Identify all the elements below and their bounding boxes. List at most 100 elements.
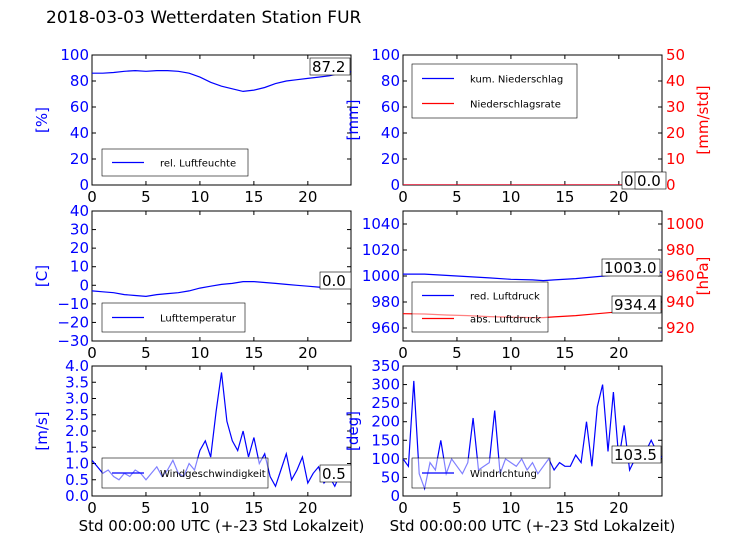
y-tick-label: 3.5 bbox=[65, 373, 89, 391]
value-annotation: 0.5 bbox=[322, 465, 346, 483]
y-axis-label: [C] bbox=[33, 265, 51, 287]
series-line-rel-luftfeuchte bbox=[92, 69, 351, 93]
y-axis-label: [%] bbox=[33, 107, 51, 133]
value-annotation: 87.2 bbox=[312, 58, 345, 76]
legend-frame bbox=[101, 457, 269, 489]
x-tick-label: 20 bbox=[298, 499, 317, 517]
x-tick-label: 15 bbox=[244, 188, 263, 206]
panel-humidity: 0 5 10 15 20 0 20 40 60 80 100 [%] 87.2 rel. Luftfeuc… bbox=[33, 46, 352, 206]
legend-label: red. Luftdruck bbox=[470, 292, 540, 303]
value-annotation: 934.4 bbox=[614, 296, 657, 314]
y-tick-label: 4.0 bbox=[65, 357, 89, 375]
y-axis-label-right: [hPa] bbox=[694, 257, 712, 296]
value-annotation-box bbox=[611, 445, 662, 464]
y-tick-label: 0 bbox=[79, 176, 89, 194]
y-tick-label: 300 bbox=[371, 376, 400, 394]
legend: red. Luftdruck abs. Luftdruck bbox=[411, 281, 549, 333]
value-annotation: 0.0 bbox=[322, 272, 346, 290]
value-annotation-box bbox=[309, 57, 351, 76]
y-tick-label: 980 bbox=[371, 293, 400, 311]
x-axis-label: Std 00:00:00 UTC (+-23 Std Lokalzeit) bbox=[79, 517, 365, 535]
legend-label: kum. Niederschlag bbox=[470, 75, 563, 86]
x-tick-label: 10 bbox=[190, 344, 209, 362]
legend-label: Lufttemperatur bbox=[160, 314, 237, 325]
x-tick-label: 15 bbox=[555, 344, 574, 362]
y-tick-label-right: 940 bbox=[666, 293, 695, 311]
x-tick-label: 15 bbox=[555, 499, 574, 517]
legend-frame bbox=[411, 63, 578, 119]
y-tick-label-right: 50 bbox=[666, 46, 685, 64]
y-tick-label: 0 bbox=[390, 487, 400, 505]
y-tick-label: 30 bbox=[70, 221, 89, 239]
y-tick-label-right: 980 bbox=[666, 241, 695, 259]
y-tick-label: 50 bbox=[381, 468, 400, 486]
legend-label: abs. Luftdruck bbox=[470, 315, 541, 326]
x-tick-label: 5 bbox=[452, 188, 462, 206]
y-tick-label: 1020 bbox=[362, 241, 400, 259]
x-tick-label: 0 bbox=[398, 188, 408, 206]
x-tick-label: 5 bbox=[452, 499, 462, 517]
axes-frame bbox=[402, 365, 663, 497]
y-tick-label: 350 bbox=[371, 357, 400, 375]
x-tick-label: 15 bbox=[244, 499, 263, 517]
y-tick-label-right: 10 bbox=[666, 150, 685, 168]
y-tick-label: 80 bbox=[381, 72, 400, 90]
y-tick-label: 0.0 bbox=[65, 487, 89, 505]
y-tick-label: 40 bbox=[70, 124, 89, 142]
y-axis-label: [m/s] bbox=[33, 411, 51, 450]
x-tick-label: 0 bbox=[87, 499, 97, 517]
y-tick-label: 20 bbox=[381, 150, 400, 168]
legend: rel. Luftfeuchte bbox=[101, 148, 249, 177]
legend: kum. Niederschlag Niederschlagsrate bbox=[411, 63, 578, 119]
x-tick-label: 10 bbox=[190, 188, 209, 206]
legend-label: Niederschlagsrate bbox=[470, 100, 561, 111]
y-tick-label: 60 bbox=[70, 98, 89, 116]
y-tick-label-right: 0 bbox=[666, 176, 676, 194]
legend-label: Windrichtung bbox=[470, 469, 537, 480]
value-annotation-box bbox=[634, 171, 667, 190]
legend: Lufttemperatur bbox=[101, 302, 246, 333]
x-tick-label: 0 bbox=[87, 188, 97, 206]
x-tick-label: 5 bbox=[141, 188, 151, 206]
y-tick-label-right: 30 bbox=[666, 98, 685, 116]
legend: Windgeschwindigkeit bbox=[101, 457, 269, 489]
y-tick-label: 1.5 bbox=[65, 438, 89, 456]
x-tick-label: 0 bbox=[87, 344, 97, 362]
x-tick-label: 10 bbox=[501, 499, 520, 517]
x-tick-label: 0 bbox=[398, 344, 408, 362]
series-line-lufttemperatur bbox=[92, 281, 351, 298]
y-tick-label: 100 bbox=[371, 46, 400, 64]
value-annotation-box bbox=[319, 271, 352, 290]
y-tick-label: 80 bbox=[70, 72, 89, 90]
y-tick-label: 2.0 bbox=[65, 422, 89, 440]
x-tick-label: 5 bbox=[452, 344, 462, 362]
panel-pressure: 0 5 10 15 20 960 980 1000 1020 1040 920 940 960 980 10… bbox=[362, 210, 712, 362]
panel-precipitation: 0 5 10 15 20 0 20 40 60 80 100 0 10 20 30 40 50 [mm] [mm/s… bbox=[344, 46, 712, 206]
y-tick-label: 60 bbox=[381, 98, 400, 116]
panel-wind-speed: 0 5 10 15 200.00.51.01.52.02.53.03.54.0[m/s]… bbox=[33, 357, 364, 535]
y-tick-label: 1.0 bbox=[65, 455, 89, 473]
x-tick-label: 10 bbox=[501, 344, 520, 362]
x-tick-label: 0 bbox=[398, 499, 408, 517]
y-tick-label: 40 bbox=[70, 202, 89, 220]
y-tick-label: 2.5 bbox=[65, 406, 89, 424]
x-axis-label: Std 00:00:00 UTC (+-23 Std Lokalzeit) bbox=[390, 517, 676, 535]
y-tick-label: 0.5 bbox=[65, 471, 89, 489]
value-annotation: 1003.0 bbox=[604, 259, 657, 277]
value-annotation: 0.0 bbox=[637, 172, 661, 190]
y-tick-label: −30 bbox=[57, 332, 89, 350]
y-tick-label: 40 bbox=[381, 124, 400, 142]
y-tick-label: 3.0 bbox=[65, 390, 89, 408]
y-axis-label: [mm] bbox=[344, 100, 362, 141]
x-tick-label: 20 bbox=[609, 188, 628, 206]
x-tick-label: 20 bbox=[609, 499, 628, 517]
legend: Windrichtung bbox=[411, 457, 551, 489]
value-annotation-box bbox=[611, 295, 662, 314]
legend-frame bbox=[411, 281, 549, 333]
legend-label: rel. Luftfeuchte bbox=[160, 159, 236, 170]
y-tick-label-right: 920 bbox=[666, 319, 695, 337]
y-tick-label: 0 bbox=[390, 176, 400, 194]
value-annotation: 103.5 bbox=[614, 446, 657, 464]
